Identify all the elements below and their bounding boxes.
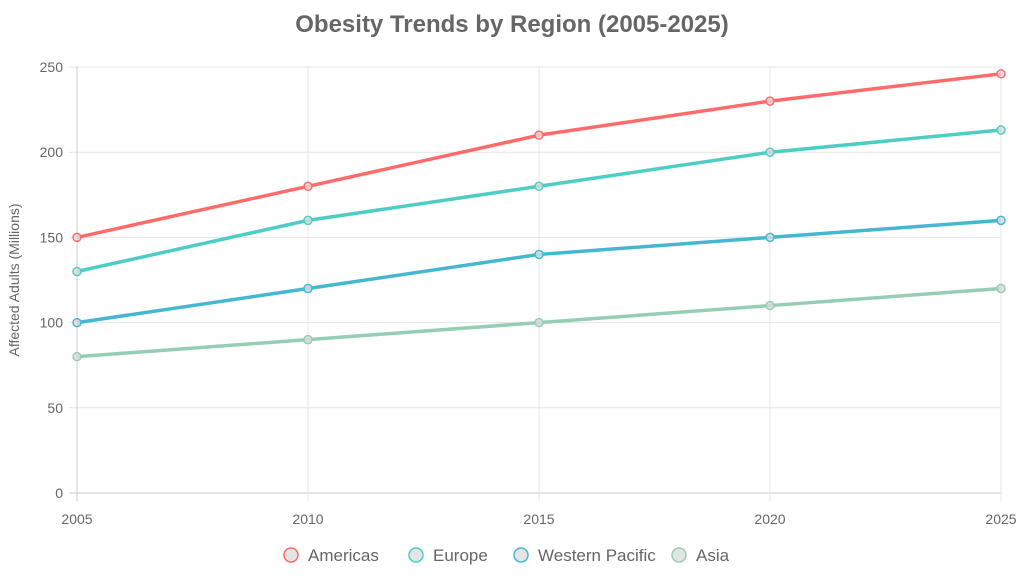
legend: Americas Europe Western Pacific Asia (283, 546, 730, 565)
data-point (534, 249, 544, 260)
y-tick-label: 250 (40, 59, 64, 75)
series-americas (72, 69, 1006, 243)
y-axis-label: Affected Adults (Millions) (6, 203, 22, 356)
y-tick-label: 50 (47, 400, 63, 416)
legend-item-western-pacific[interactable]: Western Pacific (513, 546, 656, 565)
y-axis: 0 50 100 150 200 250 (40, 59, 64, 501)
data-point (765, 96, 775, 106)
legend-marker (671, 547, 687, 563)
y-tick-label: 150 (40, 229, 64, 245)
chart-title: Obesity Trends by Region (2005-2025) (295, 11, 729, 38)
legend-label: Western Pacific (538, 546, 656, 565)
legend-item-americas[interactable]: Americas (283, 546, 379, 565)
x-tick-label: 2015 (523, 511, 554, 527)
legend-marker (408, 547, 424, 563)
data-point (534, 317, 544, 328)
y-tick-label: 0 (55, 485, 63, 501)
data-point (303, 181, 313, 192)
x-tick-label: 2010 (292, 511, 323, 527)
legend-label: Europe (433, 546, 488, 565)
legend-item-europe[interactable]: Europe (408, 546, 488, 565)
data-point (72, 232, 82, 243)
series-lines (72, 69, 1006, 362)
data-point (303, 283, 313, 294)
data-point (996, 69, 1006, 79)
legend-marker (283, 547, 299, 563)
y-tick-label: 200 (40, 144, 64, 160)
data-point (72, 351, 82, 362)
data-point (996, 215, 1006, 226)
data-point (996, 125, 1006, 135)
x-axis: 2005 2010 2015 2020 2025 (61, 511, 1016, 527)
data-point (303, 215, 313, 226)
x-tick-label: 2025 (985, 511, 1016, 527)
data-point (996, 283, 1006, 294)
x-tick-label: 2005 (61, 511, 92, 527)
y-tick-label: 100 (40, 315, 64, 331)
data-point (303, 334, 313, 345)
legend-item-asia[interactable]: Asia (671, 546, 730, 565)
data-point (765, 232, 775, 243)
data-point (765, 300, 775, 311)
grid (69, 66, 1002, 501)
data-point (72, 317, 82, 328)
series-europe (72, 125, 1006, 277)
data-point (534, 181, 544, 192)
series-western-pacific (72, 215, 1006, 328)
legend-label: Americas (308, 546, 379, 565)
x-tick-label: 2020 (754, 511, 785, 527)
data-point (534, 130, 544, 140)
data-point (72, 266, 82, 277)
legend-label: Asia (696, 546, 730, 565)
data-point (765, 147, 775, 157)
legend-marker (513, 547, 529, 563)
series-asia (72, 283, 1006, 362)
